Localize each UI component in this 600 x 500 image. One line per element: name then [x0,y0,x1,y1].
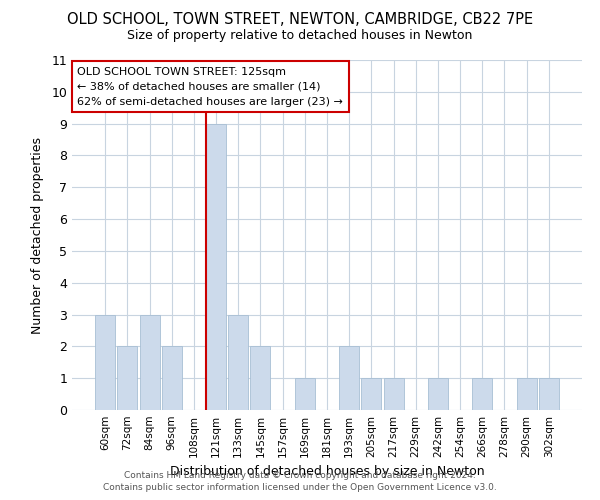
X-axis label: Distribution of detached houses by size in Newton: Distribution of detached houses by size … [170,466,484,478]
Bar [162,346,182,410]
Y-axis label: Number of detached properties: Number of detached properties [31,136,44,334]
Text: Size of property relative to detached houses in Newton: Size of property relative to detached ho… [127,29,473,42]
Bar [295,378,315,410]
Bar [118,346,137,410]
Text: Contains HM Land Registry data © Crown copyright and database right 2024.
Contai: Contains HM Land Registry data © Crown c… [103,471,497,492]
Text: OLD SCHOOL, TOWN STREET, NEWTON, CAMBRIDGE, CB22 7PE: OLD SCHOOL, TOWN STREET, NEWTON, CAMBRID… [67,12,533,28]
Text: OLD SCHOOL TOWN STREET: 125sqm
← 38% of detached houses are smaller (14)
62% of : OLD SCHOOL TOWN STREET: 125sqm ← 38% of … [77,67,343,106]
Bar [361,378,382,410]
Bar [339,346,359,410]
Bar [95,314,115,410]
Bar [472,378,492,410]
Bar [539,378,559,410]
Bar [428,378,448,410]
Bar [517,378,536,410]
Bar [206,124,226,410]
Bar [228,314,248,410]
Bar [383,378,404,410]
Bar [140,314,160,410]
Bar [250,346,271,410]
